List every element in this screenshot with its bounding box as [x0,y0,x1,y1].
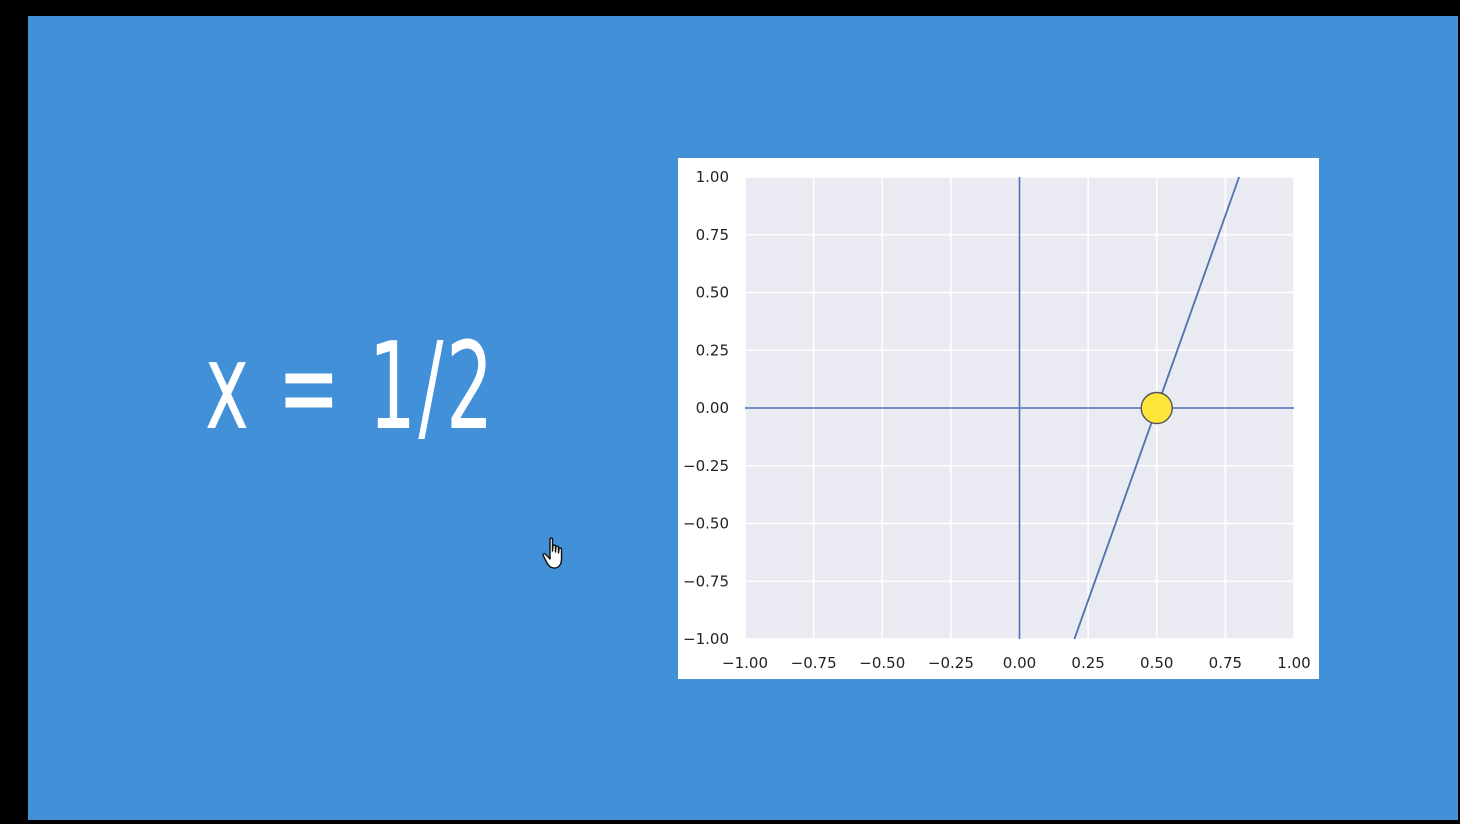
y-tick-label-7: −0.75 [683,572,729,590]
y-tick-label-2: 0.50 [696,284,729,302]
axes-lines [745,177,1294,639]
y-tick-labels: 1.00 0.75 0.50 0.25 0.00 −0.25 −0.50 −0.75 −1.00 [683,168,729,648]
data-point-0 [1140,391,1173,425]
x-tick-labels: −1.00 −0.75 −0.50 −0.25 0.00 0.25 0.50 0.75 1.00 [722,654,1311,672]
x-tick-label-3: −0.25 [928,654,974,672]
x-tick-label-1: −0.75 [791,654,837,672]
x-tick-label-5: 0.25 [1071,654,1104,672]
equation-text: x = 1/2 [205,318,496,457]
x-tick-label-7: 0.75 [1209,654,1242,672]
x-tick-label-6: 0.50 [1140,654,1173,672]
y-tick-label-3: 0.25 [696,341,729,359]
y-tick-label-0: 1.00 [696,168,729,186]
chart-card: −1.00 −0.75 −0.50 −0.25 0.00 0.25 0.50 0.75 1.00… [678,158,1319,679]
y-tick-label-1: 0.75 [696,226,729,244]
x-tick-label-2: −0.50 [859,654,905,672]
y-tick-label-6: −0.50 [683,515,729,533]
y-tick-label-8: −1.00 [683,630,729,648]
points [1140,391,1173,425]
y-tick-label-5: −0.25 [683,457,729,475]
y-tick-label-4: 0.00 [696,399,729,417]
hand-cursor-icon [542,537,563,569]
chart: −1.00 −0.75 −0.50 −0.25 0.00 0.25 0.50 0.75 1.00… [683,168,1311,672]
x-tick-label-0: −1.00 [722,654,768,672]
x-tick-label-8: 1.00 [1277,654,1310,672]
x-tick-label-4: 0.00 [1003,654,1036,672]
